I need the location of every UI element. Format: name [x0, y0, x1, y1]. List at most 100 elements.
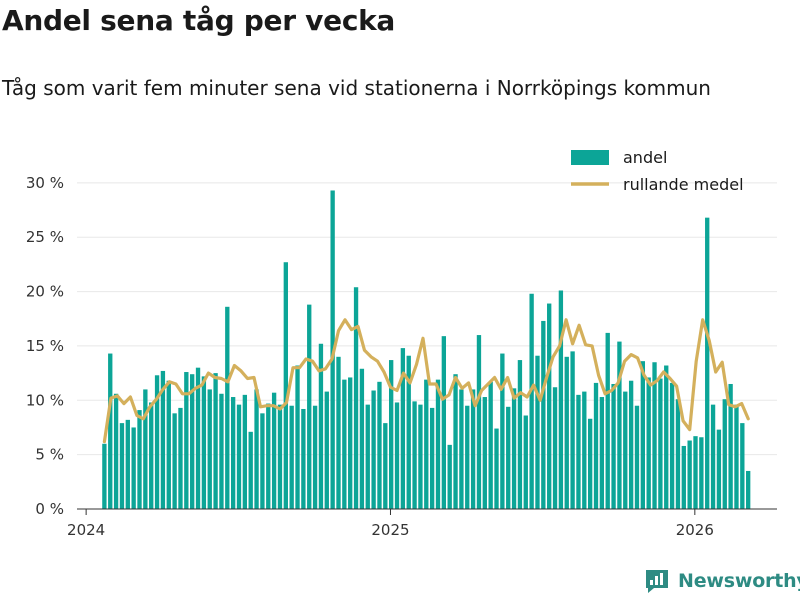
bar — [675, 399, 681, 509]
bar — [149, 402, 154, 509]
legend-bar-label: andel — [623, 148, 667, 167]
chart-subtitle: Tåg som varit fem minuter sena vid stati… — [2, 76, 711, 100]
bar — [172, 413, 177, 509]
bar — [506, 406, 511, 509]
bar — [207, 389, 212, 509]
bar — [336, 356, 341, 509]
bar — [359, 368, 365, 509]
bar — [494, 428, 499, 509]
bar — [242, 394, 248, 509]
bar — [547, 303, 552, 509]
bar — [617, 341, 622, 509]
bar — [236, 404, 242, 509]
bar — [552, 387, 558, 509]
bar — [535, 355, 540, 509]
x-tick-label: 2025 — [371, 521, 409, 539]
bar — [541, 320, 546, 509]
y-tick-label: 10 % — [26, 391, 64, 409]
bar — [705, 217, 710, 509]
y-tick-label: 25 % — [26, 228, 64, 246]
bar — [160, 370, 166, 509]
bar — [628, 380, 634, 509]
bar — [389, 360, 394, 509]
bar — [137, 410, 142, 509]
x-tick-label: 2024 — [67, 521, 105, 539]
bar — [669, 382, 675, 509]
bar — [664, 365, 669, 509]
y-tick-label: 15 % — [26, 337, 64, 355]
bar — [260, 413, 265, 509]
bar — [102, 443, 107, 509]
bar — [406, 355, 411, 509]
bar — [529, 293, 534, 509]
brand-logo[interactable]: Newsworthy — [644, 568, 800, 594]
bar — [646, 377, 651, 509]
bar — [225, 306, 230, 509]
bar — [681, 445, 686, 509]
bar — [611, 383, 616, 509]
bar — [582, 391, 587, 509]
bar — [219, 393, 224, 509]
bar — [178, 407, 183, 509]
y-tick-label: 5 % — [35, 446, 64, 464]
bar — [424, 379, 429, 509]
bar — [248, 431, 253, 509]
bar — [266, 403, 271, 509]
bar — [324, 391, 329, 509]
bar — [166, 380, 171, 509]
bar — [365, 404, 370, 509]
bar-series — [102, 190, 751, 509]
bar — [307, 304, 312, 509]
axes: 0 % 5 % 10 % 15 % 20 % 25 % 30 % 2024 2025 2026 — [26, 174, 777, 539]
bar — [599, 397, 605, 509]
bar — [254, 389, 259, 509]
bar — [693, 436, 698, 509]
bar — [377, 381, 382, 509]
bar — [154, 375, 160, 509]
y-tick-label: 30 % — [26, 174, 64, 192]
bar — [570, 351, 575, 509]
bar — [342, 379, 347, 509]
bar — [201, 376, 207, 509]
bar — [740, 423, 745, 509]
bar — [500, 353, 505, 509]
bar — [143, 389, 148, 509]
bar — [734, 404, 739, 509]
bar — [108, 353, 113, 509]
y-tick-label: 0 % — [35, 500, 64, 518]
bar — [383, 423, 388, 509]
bar — [429, 407, 435, 509]
bar — [558, 290, 564, 509]
bar — [312, 405, 318, 509]
bar — [587, 418, 593, 509]
bar — [283, 262, 288, 509]
bar — [230, 397, 236, 509]
bar — [523, 415, 528, 509]
bar — [517, 360, 523, 509]
bar — [348, 377, 353, 509]
bar — [441, 336, 447, 509]
bar — [576, 394, 581, 509]
bar — [699, 437, 704, 509]
bar — [488, 381, 493, 509]
bar — [465, 405, 470, 509]
bar — [213, 373, 218, 509]
bar — [746, 470, 751, 509]
x-tick-label: 2026 — [676, 521, 714, 539]
bar — [470, 389, 476, 509]
bar — [716, 429, 722, 509]
bar — [113, 393, 119, 509]
bar — [564, 356, 569, 509]
bar — [447, 444, 452, 509]
bar — [318, 343, 324, 509]
bar — [605, 332, 610, 509]
bar — [125, 419, 130, 509]
bar — [418, 404, 423, 509]
bar — [710, 404, 716, 509]
bar — [459, 389, 464, 509]
bar — [412, 401, 417, 509]
bar — [634, 405, 640, 509]
bar — [195, 367, 201, 509]
chart-title: Andel sena tåg per vecka — [2, 4, 396, 37]
bar — [511, 388, 517, 509]
